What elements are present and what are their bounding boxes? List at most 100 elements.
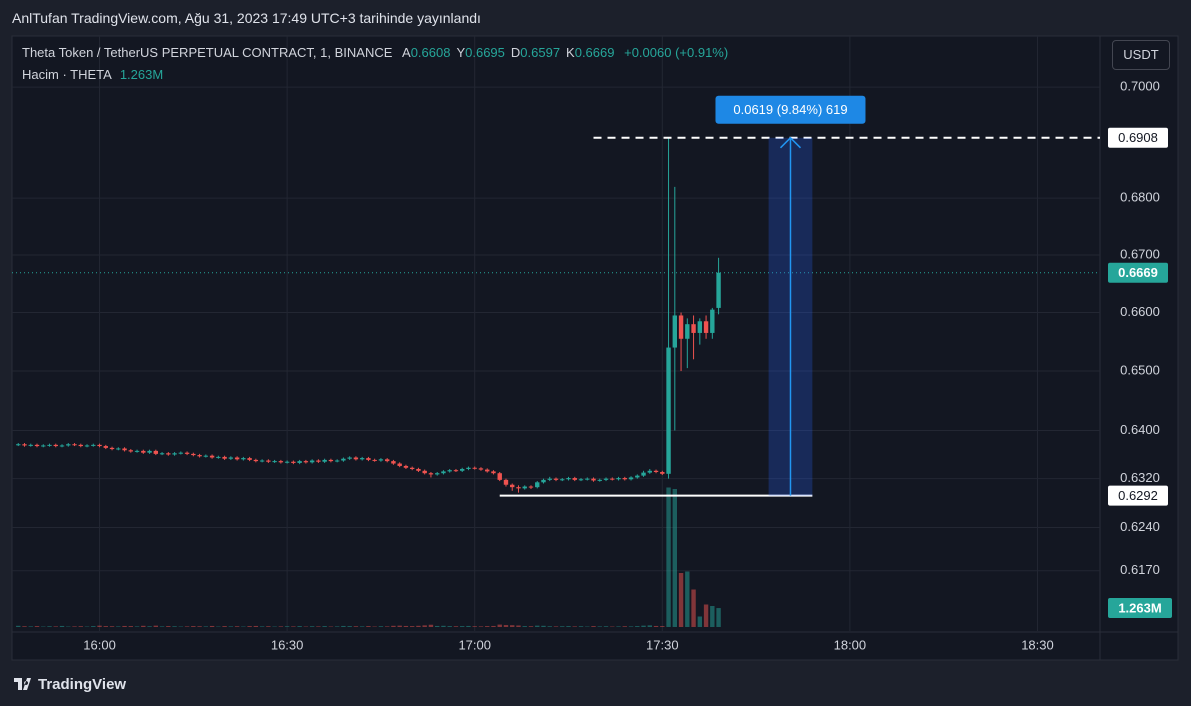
volume-bar	[253, 625, 259, 627]
volume-bar	[522, 626, 527, 627]
y-tick-label: 0.6800	[1120, 190, 1160, 205]
candle-body	[597, 479, 602, 481]
volume-bar	[234, 626, 240, 627]
volume-bar	[510, 625, 515, 627]
volume-bar	[478, 626, 484, 627]
candle-body	[303, 461, 309, 463]
candle-body	[122, 448, 127, 451]
volume-bar	[697, 616, 703, 627]
candle-body	[716, 272, 721, 308]
volume-bar	[222, 626, 227, 627]
measure-label: 0.0619 (9.84%) 619	[733, 102, 847, 117]
volume-label-bg	[1108, 598, 1172, 619]
volume-bar	[635, 626, 640, 627]
volume-bar	[122, 625, 127, 627]
candle-body	[678, 315, 684, 339]
candle-body	[578, 479, 584, 481]
candle-body	[409, 467, 415, 469]
volume-bar	[685, 571, 690, 627]
volume-bar	[434, 625, 440, 627]
candle-body	[510, 484, 515, 488]
candle-body	[191, 453, 196, 456]
candle-body	[109, 447, 115, 450]
candle-body	[209, 455, 215, 458]
candle-body	[309, 460, 315, 463]
volume-bar	[353, 626, 359, 627]
candle-body	[222, 456, 227, 459]
volume-bar	[78, 626, 83, 627]
currency-button[interactable]: USDT	[1112, 40, 1170, 70]
candle-body	[28, 444, 33, 446]
symbol: Theta Token / TetherUS PERPETUAL CONTRAC…	[22, 45, 393, 60]
candle-body	[166, 453, 171, 455]
volume-bar	[334, 626, 340, 627]
ohlc-legend: A0.6608 Y0.6695 D0.6597 K0.6669	[396, 45, 614, 60]
candle-body	[434, 473, 440, 475]
price-label-bg	[1108, 127, 1168, 148]
candle-body	[660, 471, 665, 474]
candle-body	[228, 457, 234, 459]
volume-bar	[197, 626, 202, 627]
candle-body	[78, 444, 83, 447]
candle-body	[178, 452, 184, 454]
candle-body	[316, 460, 321, 462]
volume-bar	[378, 626, 384, 627]
volume-bar	[397, 625, 402, 627]
volume-bar	[616, 626, 621, 627]
volume-bar	[284, 626, 290, 627]
candle-body	[691, 324, 696, 333]
candle-body	[322, 459, 327, 462]
volume-bar	[553, 626, 559, 627]
y-tick-label: 0.7000	[1120, 79, 1160, 94]
volume-bar	[641, 625, 646, 627]
volume-bar	[572, 626, 577, 627]
candle-body	[291, 461, 296, 463]
volume-bar	[578, 626, 584, 627]
candle-body	[59, 445, 65, 447]
x-tick-label: 18:30	[1021, 637, 1054, 652]
candle-body	[103, 446, 108, 448]
volume-bar	[622, 626, 627, 627]
y-tick-label: 0.6500	[1120, 362, 1160, 377]
volume-bar	[666, 487, 671, 627]
price-label: 0.6292	[1118, 488, 1158, 503]
candle-body	[466, 467, 471, 469]
candle-body	[697, 321, 703, 333]
volume-bar	[97, 625, 102, 627]
candle-body	[710, 309, 715, 333]
candle-body	[403, 465, 409, 468]
volume-bar	[116, 626, 121, 627]
volume-bar	[34, 626, 40, 627]
volume-bar	[153, 625, 159, 627]
volume-bar	[209, 625, 215, 627]
candle-body	[234, 457, 240, 460]
volume-bar	[447, 626, 452, 627]
candle-body	[253, 459, 259, 462]
volume-bar	[485, 626, 490, 627]
candle-body	[666, 347, 671, 474]
y-tick-label: 0.6170	[1120, 562, 1160, 577]
volume-bar	[316, 626, 321, 627]
candle-body	[47, 444, 52, 446]
candle-body	[522, 486, 527, 489]
candle-body	[66, 444, 71, 446]
volume-bar	[147, 626, 152, 627]
measure-arrowhead	[779, 136, 802, 149]
plot	[12, 36, 1100, 631]
candle-body	[566, 478, 571, 480]
volume-bar	[72, 626, 77, 627]
volume-bar	[347, 626, 352, 627]
candle-body	[241, 458, 246, 460]
volume-bar	[266, 626, 271, 627]
legend-key: D	[510, 45, 521, 60]
measure-label-bg	[715, 95, 866, 124]
volume-bar	[103, 626, 108, 627]
volume-bar	[128, 626, 134, 627]
volume-bar	[628, 626, 634, 627]
brand: TradingView	[14, 676, 126, 693]
volume-bar	[422, 625, 427, 627]
legend-key: Y	[456, 45, 466, 60]
volume-bar	[703, 604, 709, 627]
volume-bar	[597, 626, 602, 627]
